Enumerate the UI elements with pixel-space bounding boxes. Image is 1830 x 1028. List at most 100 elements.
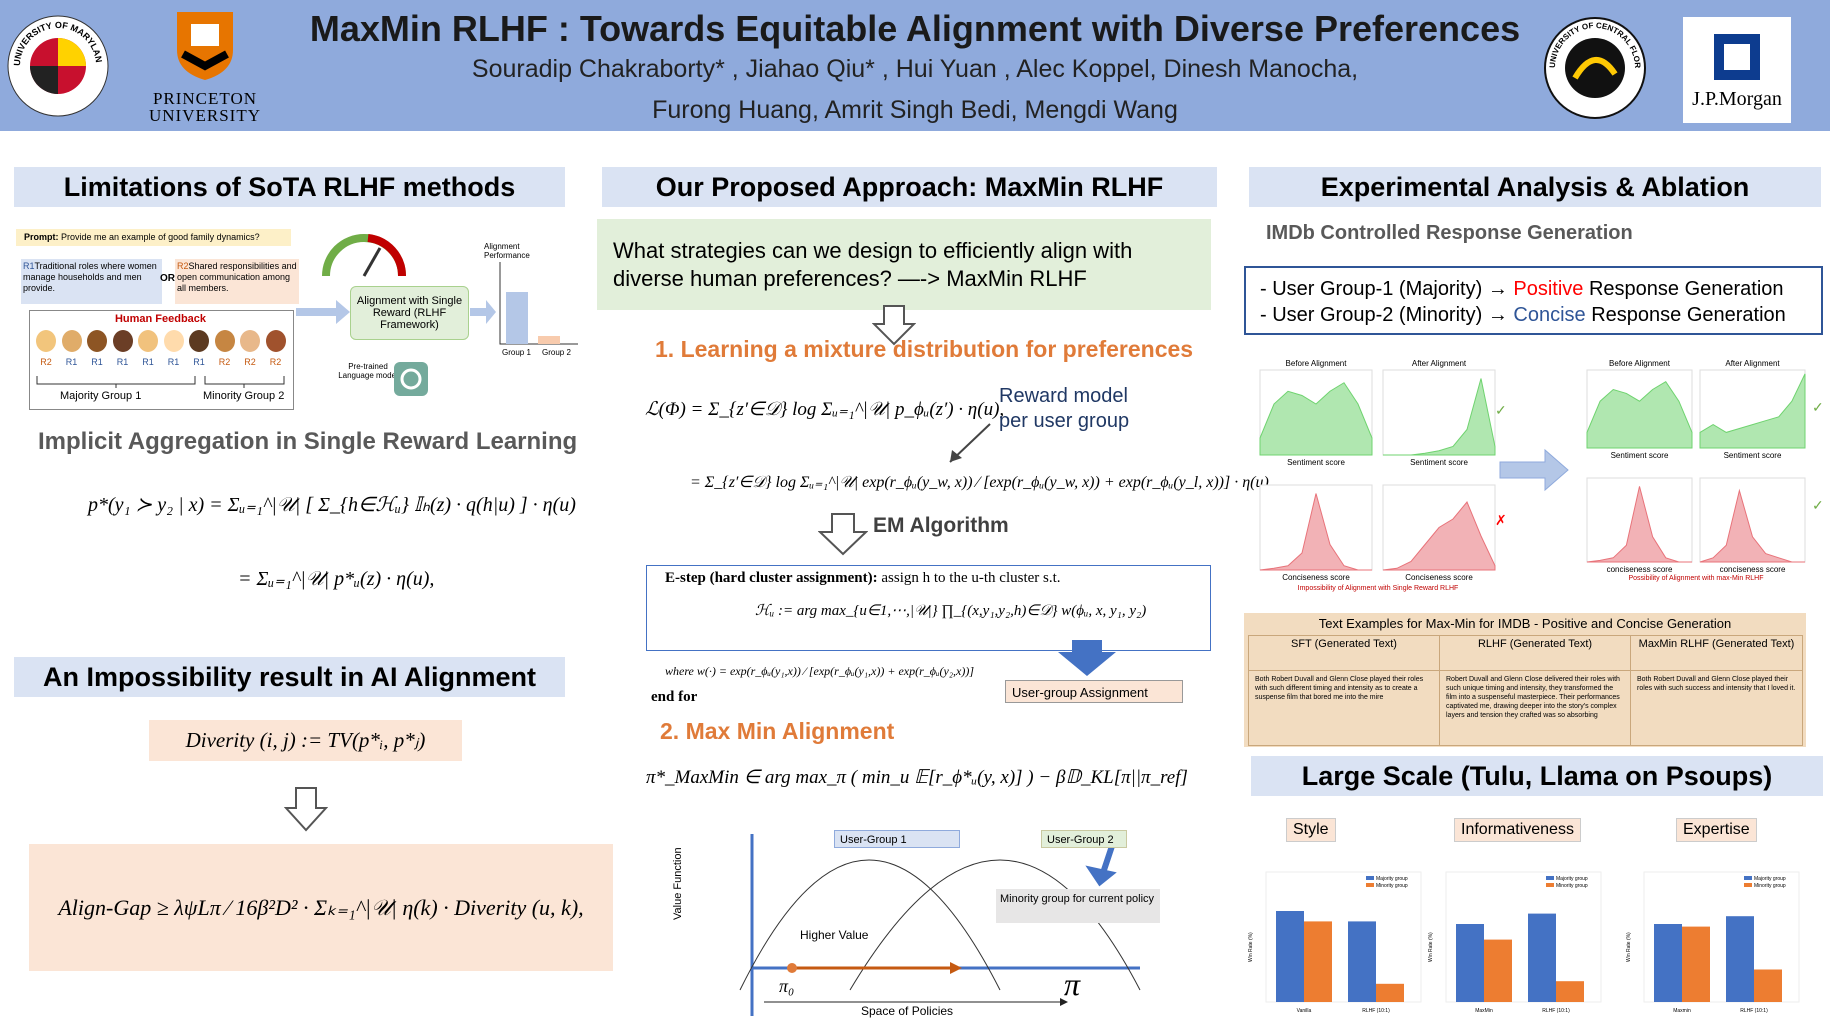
down-arrow <box>872 305 916 346</box>
chart-title: Style <box>1286 818 1336 842</box>
groups-box: - User Group-1 (Majority) → Positive Res… <box>1244 266 1823 335</box>
down-arrow <box>284 787 328 832</box>
bar <box>1654 924 1682 1002</box>
section-title: Large Scale (Tulu, Llama on Psoups) <box>1251 756 1823 796</box>
face <box>265 330 286 352</box>
step-title: 1. Learning a mixture distribution for p… <box>655 336 1194 362</box>
y-label: Win Rate (%) <box>1428 932 1434 962</box>
perf-chart <box>499 262 578 345</box>
face <box>36 330 56 352</box>
group-suffix: Response Generation <box>1583 278 1784 300</box>
logo-text: PRINCETON <box>152 89 258 108</box>
policy-point <box>787 963 797 973</box>
plot-title: After Alignment <box>1725 359 1780 368</box>
poster-title: MaxMin RLHF : Towards Equitable Alignmen… <box>309 8 1521 49</box>
section-title: An Impossibility result in AI Alignment <box>14 657 565 697</box>
minority-note: Minority group for current policy <box>996 889 1160 923</box>
header-band <box>0 0 1830 131</box>
vote-label: R1 <box>142 357 154 367</box>
response-tag: R1 <box>23 261 35 271</box>
down-arrow <box>818 513 868 556</box>
legend-swatch <box>1546 876 1554 880</box>
question-box: What strategies can we design to efficie… <box>597 219 1211 310</box>
jpmorgan-mark <box>1714 34 1760 80</box>
section-title: Our Proposed Approach: MaxMin RLHF <box>602 167 1217 207</box>
logo-text: J.P.Morgan <box>1692 88 1782 110</box>
axis-label: conciseness score <box>1720 565 1786 574</box>
bar <box>1304 921 1332 1002</box>
table-column: RLHF (Generated Text) Robert Duvall and G… <box>1439 635 1631 746</box>
estep-box: E-step (hard cluster assignment): assign… <box>646 565 1211 651</box>
blue-arrow <box>1058 640 1116 676</box>
legend-swatch <box>1546 883 1554 887</box>
note-line: Reward model <box>999 385 1128 407</box>
face <box>189 330 209 352</box>
x-tick-label: RLHF (10:1) <box>1740 1008 1768 1014</box>
response-tag: R2 <box>177 261 189 271</box>
pipeline-arrows <box>296 234 496 324</box>
legend-label: Minority group <box>1376 883 1408 889</box>
arrow <box>1499 448 1569 492</box>
axis-label: Sentiment score <box>1724 451 1782 460</box>
y-label: Value Function <box>672 847 684 920</box>
authors: Souradip Chakraborty* , Jiahao Qiu* , Hu… <box>471 55 1359 83</box>
group-word: Positive <box>1513 278 1584 300</box>
legend-swatch <box>1744 883 1752 887</box>
face <box>214 330 235 352</box>
bar <box>1348 921 1376 1002</box>
group-word: Concise <box>1513 304 1586 326</box>
legend-label: Minority group <box>1556 883 1588 889</box>
end-for: end for <box>651 689 698 705</box>
equation: = Σ_{z′∈𝒟} log Σᵤ₌₁^|𝒰| exp(r_ϕᵤ(y_w, x)… <box>690 474 1269 491</box>
perf-label: Alignment Performance <box>484 242 530 260</box>
check-icon: ✓ <box>1812 399 1824 415</box>
response-box: R1Traditional roles where women manage h… <box>21 259 162 304</box>
table-cell: Robert Duvall and Glenn Close delivered … <box>1446 676 1620 719</box>
prompt-label: Prompt: <box>24 232 59 242</box>
plot-title: After Alignment <box>1412 359 1467 368</box>
vote-label: R2 <box>244 357 256 367</box>
llm-icon <box>394 362 428 396</box>
density <box>1586 381 1693 449</box>
estep-label: E-step (hard cluster assignment): <box>665 570 878 586</box>
or-label: OR <box>160 273 175 284</box>
axis-label: Sentiment score <box>1287 458 1345 467</box>
note-arrow <box>949 423 991 463</box>
llm-label: Pre-trained Language model <box>338 362 398 380</box>
table-header: MaxMin RLHF (Generated Text) <box>1631 636 1802 671</box>
step-title: 2. Max Min Alignment <box>660 718 895 744</box>
bar <box>1276 911 1304 1002</box>
perf-group: Group 2 <box>542 348 571 357</box>
vote-label: R2 <box>269 357 282 367</box>
bar <box>1682 926 1710 1002</box>
perf-group: Group 1 <box>502 348 531 357</box>
equation: ℋᵤ := arg max_{u∈1,⋯,|𝒰|} ∏_{(x,y₁,y₂,h)… <box>755 603 1147 619</box>
vote-label: R1 <box>193 357 205 367</box>
y-label: Win Rate (%) <box>1248 932 1254 962</box>
section-title: Limitations of SoTA RLHF methods <box>14 167 565 207</box>
estep-text: assign h to the u-th cluster s.t. <box>881 570 1061 586</box>
chart-title: Expertise <box>1676 818 1757 842</box>
legend-label: Majority group <box>1376 876 1408 882</box>
equation: = Σᵤ₌₁^|𝒰| p*ᵤ(z) · η(u), <box>238 568 435 590</box>
logo-text: UNIVERSITY <box>149 106 261 125</box>
bar <box>1484 939 1512 1002</box>
pi0-label: π₀ <box>779 976 795 996</box>
vote-label: R2 <box>218 357 231 367</box>
table-header: RLHF (Generated Text) <box>1440 636 1630 671</box>
density <box>1259 493 1372 571</box>
legend-label: Majority group <box>1754 876 1786 882</box>
table-column: SFT (Generated Text) Both Robert Duvall a… <box>1248 635 1440 746</box>
table-body: SFT (Generated Text) Both Robert Duvall a… <box>1248 635 1803 746</box>
plot-title: Before Alignment <box>1609 359 1671 368</box>
group-label: User-Group 1 <box>834 830 960 848</box>
prompt: Provide me an example of good family dyn… <box>61 232 260 242</box>
maxmin-plot <box>739 834 1141 1016</box>
axis-label: Conciseness score <box>1282 573 1350 582</box>
text-table: Text Examples for Max-Min for IMDB - Pos… <box>1244 613 1806 747</box>
bar <box>1754 969 1782 1002</box>
